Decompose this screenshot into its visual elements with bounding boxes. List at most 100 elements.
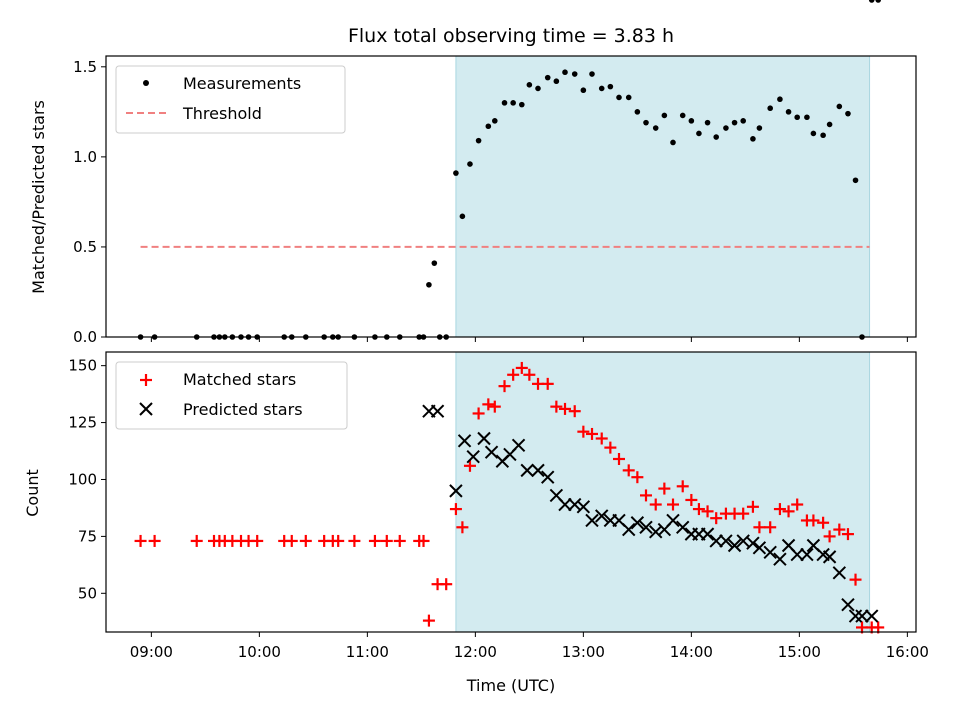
predicted-stars-point [752,541,767,555]
predicted-stars-point [484,445,499,459]
matched-stars-point [701,505,714,518]
predicted-stars-point [639,520,653,534]
matched-stars-point [640,489,652,502]
matched-stars-point [773,503,786,516]
measurements-point [652,125,659,131]
top-observing-window [455,55,871,338]
measurements-point [704,119,711,126]
predicted-stars-point [520,463,534,478]
matched-stars-point [613,452,625,465]
measurements-point [553,78,560,85]
measurements-point [510,100,516,106]
top-y-tick-label: 1.5 [73,58,97,76]
matched-stars-point [658,482,671,495]
bottom-y-tick-label: 100 [68,470,97,488]
matched-stars-point [685,493,698,506]
matched-stars-point [604,441,617,454]
matched-stars-point [472,407,485,420]
bottom-y-tick-label: 50 [78,584,97,602]
matched-stars-point [417,534,430,547]
matched-stars-point [849,573,862,586]
legend-predicted-marker [139,402,153,416]
matched-stars-point [348,534,361,547]
x-tick-label: 11:00 [346,643,389,661]
matched-stars-point [380,534,393,547]
matched-stars-point [622,464,635,477]
measurements-point [679,112,686,119]
predicted-stars-point [630,516,645,530]
predicted-stars-point [763,545,777,560]
matched-stars-point [764,521,777,534]
measurements-point [820,132,826,139]
predicted-stars-point [511,438,526,453]
legend-threshold-label: Threshold [182,104,262,123]
predicted-stars-point [865,609,879,623]
x-tick-label: 15:00 [778,643,821,661]
matched-stars-point [190,534,203,547]
top-y-tick-label: 0.5 [73,238,97,256]
measurements-point [750,136,756,142]
matched-stars-point [823,530,836,543]
matched-stars-point [368,534,381,547]
matched-stars-point [753,521,766,534]
bottom-y-axis-label: Count [23,469,42,517]
legend-measurements-label: Measurements [183,74,301,93]
predicted-stars-point [477,431,491,446]
predicted-stars-point [449,484,463,498]
predicted-stars-point [773,552,787,566]
measurements-point [562,69,568,76]
measurements-point [643,119,649,126]
measurements-point [696,130,702,137]
predicted-stars-point [709,534,723,548]
chart-title: Flux total observing time = 3.83 h [348,25,674,47]
matched-stars-point [791,498,804,511]
predicted-stars-point [727,538,742,553]
top-legend: Measurements Threshold [115,65,346,134]
measurements-point [492,118,498,124]
measurements-point [607,83,614,90]
matched-stars-point [559,402,571,415]
measurements-point [526,82,533,88]
top-y-tick-label: 0.0 [73,328,97,346]
x-axis-label: Time (UTC) [466,676,555,695]
top-y-axis-label: Matched/Predicted stars [29,100,48,294]
measurements-point [544,74,551,81]
matched-stars-point [667,498,679,511]
legend-matched-label: Matched stars [183,370,296,389]
bottom-y-tick-label: 125 [68,414,97,432]
predicted-stars-point [855,609,869,623]
matched-stars-point [332,534,345,547]
matched-stars-point [541,377,554,390]
matched-stars-point [746,500,759,513]
measurements-point [467,161,473,167]
matched-stars-point [515,361,528,374]
matched-stars-point [488,400,501,413]
matched-stars-point [692,503,705,516]
matched-stars-point [463,459,476,472]
measurements-point [519,101,525,108]
predicted-stars-point [531,463,545,478]
predicted-stars-point [585,513,599,528]
matched-stars-point [586,427,598,440]
bottom-y-tick-label: 75 [78,527,97,545]
matched-stars-point [507,368,520,381]
predicted-stars-point [457,434,472,448]
matched-stars-point [148,534,161,547]
top-axes-frame [105,55,917,338]
top-panel: 0.0 0.5 1.0 1.5 Matched/Predicted stars Mea… [29,0,917,346]
measurements-point [571,71,578,77]
x-tick-label: 16:00 [886,643,929,661]
predicted-stars-point [541,470,555,484]
legend-matched-marker [140,374,152,386]
legend-measurements-marker [143,80,149,86]
matched-stars-point [285,534,298,547]
measurements-point [688,118,695,124]
bottom-panel: 50 75 100 125 150 09:00 10:00 11:00 12:00 13:00 1… [23,351,929,661]
predicted-stars-point [622,522,636,537]
matched-stars-point [577,425,590,438]
measurements-point [431,260,438,266]
measurements-point [794,114,800,121]
x-tick-label: 09:00 [130,643,173,661]
measurements-point [713,134,719,140]
